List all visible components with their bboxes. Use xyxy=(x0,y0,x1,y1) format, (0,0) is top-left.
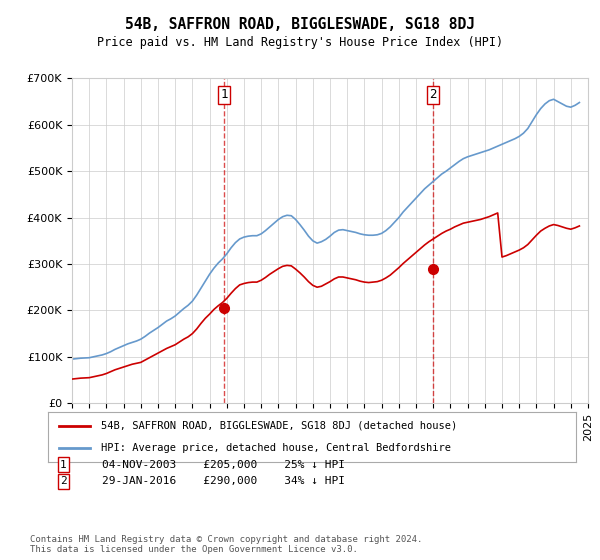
Text: 2: 2 xyxy=(430,88,437,101)
Text: 29-JAN-2016    £290,000    34% ↓ HPI: 29-JAN-2016 £290,000 34% ↓ HPI xyxy=(102,477,345,487)
Text: 54B, SAFFRON ROAD, BIGGLESWADE, SG18 8DJ (detached house): 54B, SAFFRON ROAD, BIGGLESWADE, SG18 8DJ… xyxy=(101,421,457,431)
Text: 54B, SAFFRON ROAD, BIGGLESWADE, SG18 8DJ: 54B, SAFFRON ROAD, BIGGLESWADE, SG18 8DJ xyxy=(125,17,475,32)
Text: 1: 1 xyxy=(60,460,67,470)
Text: HPI: Average price, detached house, Central Bedfordshire: HPI: Average price, detached house, Cent… xyxy=(101,443,451,453)
Text: Price paid vs. HM Land Registry's House Price Index (HPI): Price paid vs. HM Land Registry's House … xyxy=(97,36,503,49)
Text: 2: 2 xyxy=(60,477,67,487)
Text: 04-NOV-2003    £205,000    25% ↓ HPI: 04-NOV-2003 £205,000 25% ↓ HPI xyxy=(102,460,345,470)
Text: 1: 1 xyxy=(220,88,227,101)
Text: Contains HM Land Registry data © Crown copyright and database right 2024.
This d: Contains HM Land Registry data © Crown c… xyxy=(30,535,422,554)
